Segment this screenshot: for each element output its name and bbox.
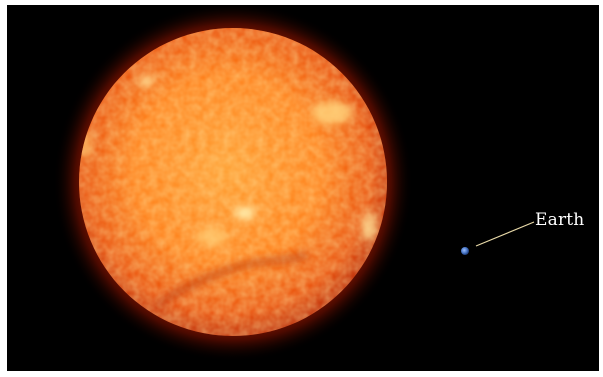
earth-label: Earth <box>535 210 585 230</box>
earth-icon <box>461 247 469 255</box>
sun-icon <box>79 28 387 336</box>
earth-leader-line <box>475 221 535 247</box>
photo-frame: Earth <box>7 5 599 371</box>
space-scene <box>53 5 535 362</box>
